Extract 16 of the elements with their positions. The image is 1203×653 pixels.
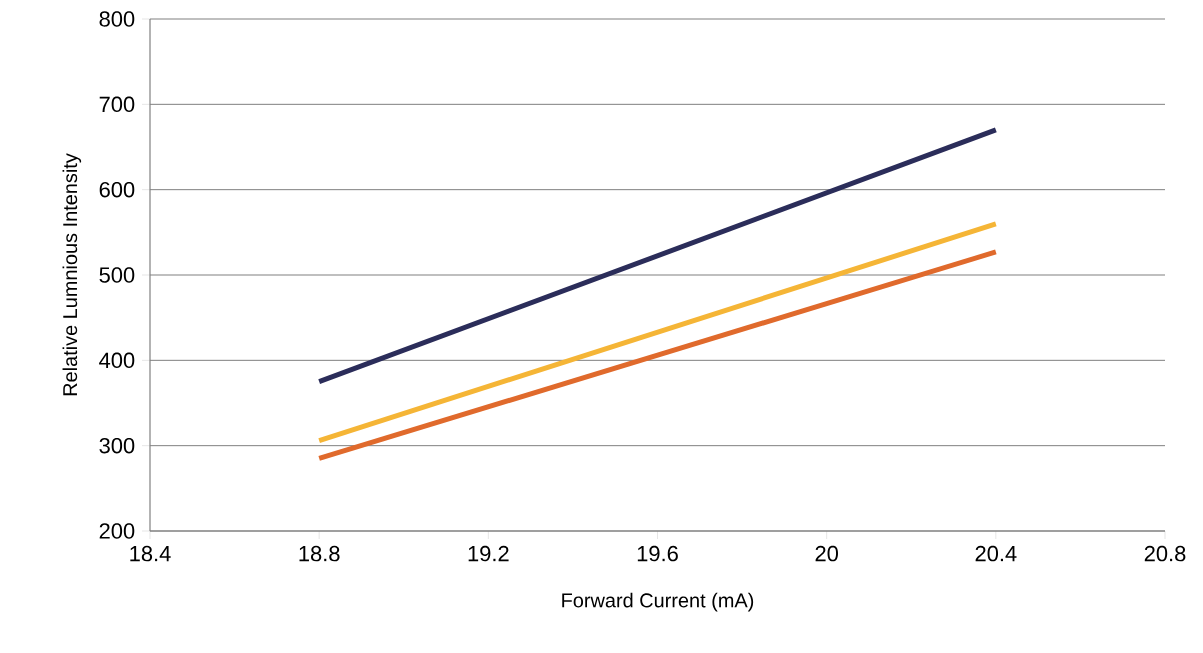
x-tick-label: 20.4 [975, 545, 1017, 562]
y-tick-label: 800 [99, 11, 135, 27]
y-tick-label: 700 [99, 96, 135, 113]
x-tick-label: 18.4 [130, 545, 171, 562]
y-tick-label: 300 [99, 437, 135, 454]
x-tick-label: 20 [815, 545, 838, 562]
x-axis-title: Forward Current (mA) [562, 592, 754, 612]
y-tick-label: 600 [99, 181, 135, 198]
y-tick-label: 500 [99, 267, 135, 283]
y-tick-label: 200 [99, 523, 135, 539]
x-tick-label: 20.8 [1144, 545, 1186, 562]
y-axis-title: Relative Lumnious Intensity [62, 153, 82, 396]
x-tick-label: 19.6 [637, 545, 678, 562]
y-tick-label: 400 [99, 352, 135, 369]
x-tick-label: 19.2 [468, 545, 509, 562]
x-tick-label: 18.8 [299, 545, 340, 562]
